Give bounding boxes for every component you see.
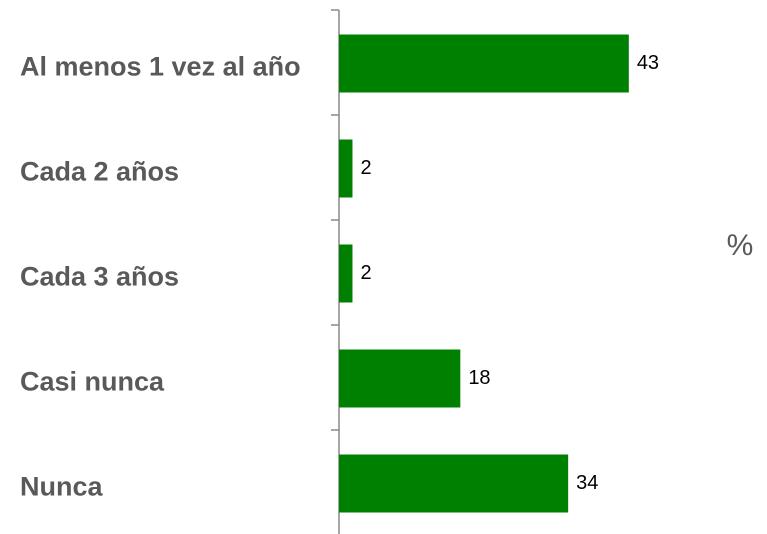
value-label: 43 xyxy=(637,52,659,74)
bar xyxy=(339,34,629,93)
value-label: 2 xyxy=(360,262,371,284)
value-label: 18 xyxy=(468,367,490,389)
bar xyxy=(339,139,353,198)
bar xyxy=(339,244,353,303)
category-label: Cada 2 años xyxy=(20,157,179,187)
category-label: Nunca xyxy=(20,472,104,502)
category-label: Cada 3 años xyxy=(20,262,179,292)
bar xyxy=(339,349,461,408)
category-label: Al menos 1 vez al año xyxy=(20,52,301,82)
value-label: 2 xyxy=(360,157,371,179)
category-label: Casi nunca xyxy=(20,367,165,397)
value-label: 34 xyxy=(576,472,598,494)
axis-unit: % xyxy=(727,229,754,262)
bar xyxy=(339,454,569,513)
